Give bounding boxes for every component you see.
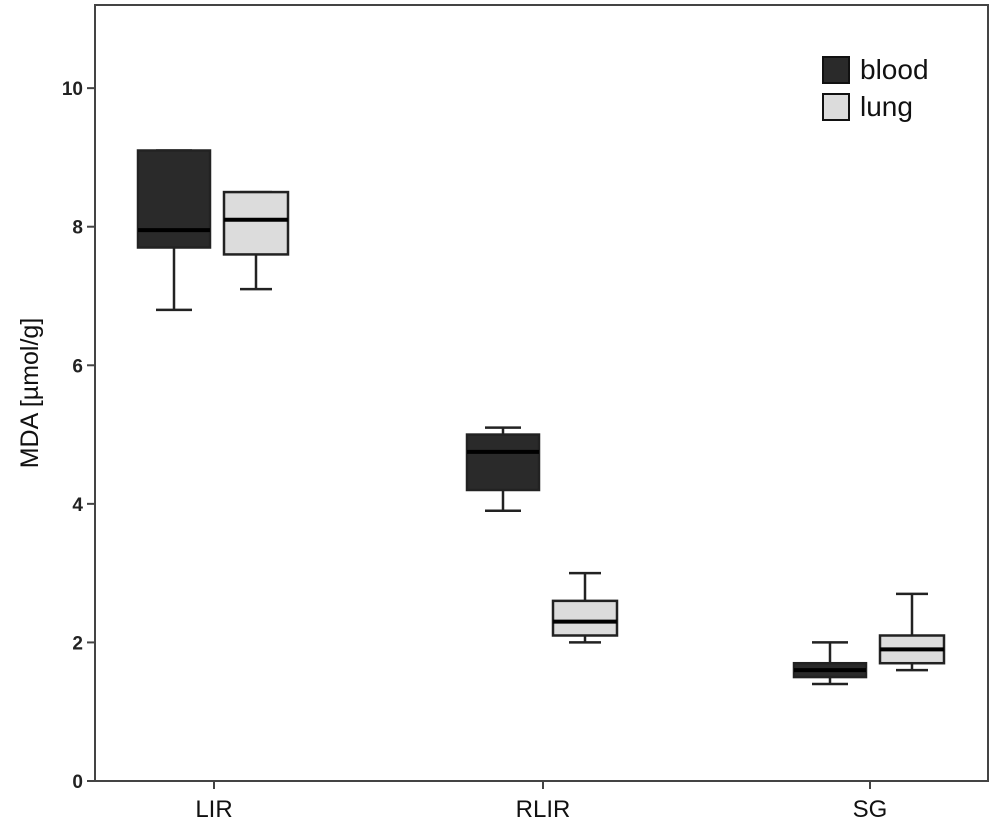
y-axis-label: MDA [µmol/g] (16, 318, 44, 469)
legend-swatch-lung (822, 93, 850, 121)
box-lung-LIR (222, 190, 290, 291)
legend-label-blood: blood (860, 54, 929, 85)
x-category-label: RLIR (516, 796, 571, 823)
y-tick-label: 0 (72, 772, 83, 793)
box-blood-LIR (136, 149, 212, 312)
legend-label-lung: lung (860, 91, 913, 122)
y-tick-label: 4 (72, 495, 83, 516)
box-lung-SG (878, 592, 946, 672)
box-lung-RLIR (551, 571, 619, 644)
y-tick-label: 6 (72, 356, 83, 377)
plot-area (94, 4, 989, 782)
y-tick-label: 10 (62, 79, 83, 100)
legend-swatch-blood (822, 56, 850, 84)
x-category-label: LIR (195, 796, 232, 823)
iqr-box (551, 599, 619, 637)
box-blood-SG (792, 641, 868, 686)
iqr-box (136, 149, 212, 249)
legend: blood lung (822, 54, 929, 122)
y-tick-label: 2 (72, 633, 83, 654)
iqr-box (465, 433, 541, 492)
x-category-label: SG (853, 796, 888, 823)
iqr-box (222, 190, 290, 256)
y-tick-label: 8 (72, 218, 83, 239)
box-blood-RLIR (465, 426, 541, 513)
